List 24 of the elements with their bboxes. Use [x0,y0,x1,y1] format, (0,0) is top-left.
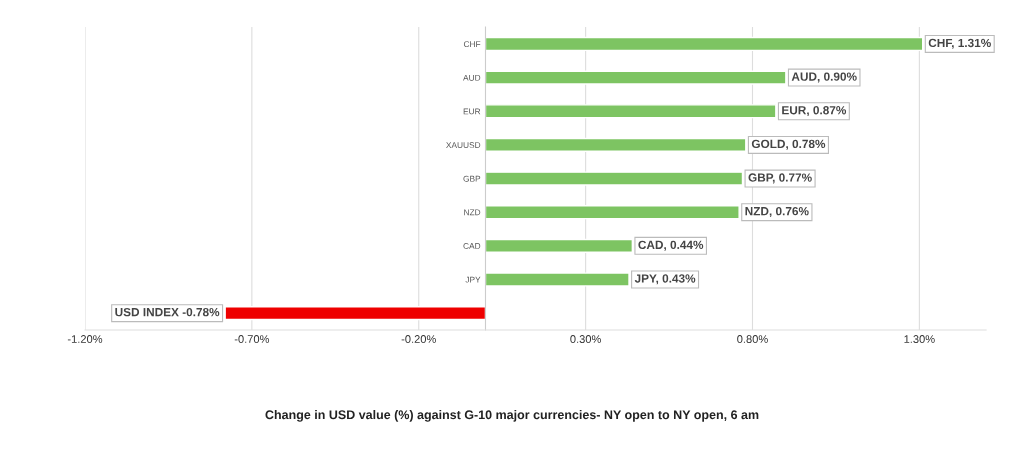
x-tick-label: -0.20% [401,335,436,343]
data-label: AUD, 0.90% [791,72,857,83]
y-tick-label: CHF [463,41,481,48]
x-tick-label: -0.70% [234,335,270,343]
data-label: GBP, 0.77% [748,173,812,184]
data-label: GOLD, 0.78% [751,139,826,150]
y-tick-label: CAD [463,243,481,249]
data-label: CHF, 1.31% [928,38,991,49]
y-tick-label: GBP [463,175,481,182]
x-tick-label: -1.20% [67,335,103,343]
y-tick-label: AUD [463,74,481,81]
y-tick-label: XAUUSD [446,142,481,148]
x-tick-label: 0.80% [737,335,768,343]
text: Change in USD value (%) against G-10 major currencies- NY open to NY open, 6 am [265,409,759,422]
data-label: JPY, 0.43% [634,274,696,285]
y-tick-label: JPY [465,276,481,283]
y-tick-label: NZD [464,209,481,216]
data-label: CAD, 0.44% [638,240,704,251]
y-tick-label: EUR [463,108,481,115]
x-tick-label: 0.30% [570,335,601,343]
data-label: EUR, 0.87% [782,106,847,117]
data-label: USD INDEX -0.78% [115,307,220,317]
data-label: NZD, 0.76% [745,207,809,218]
x-tick-label: 1.30% [904,335,935,343]
